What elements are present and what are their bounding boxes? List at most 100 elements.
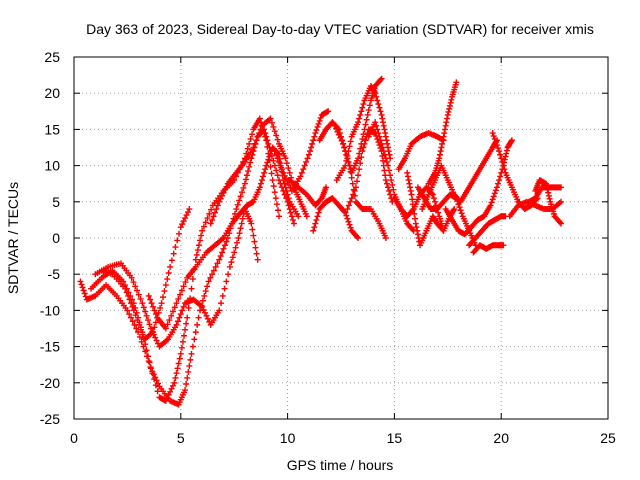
sat-trace-11	[316, 75, 385, 176]
data-point	[188, 350, 195, 357]
data-point	[500, 162, 507, 169]
data-point	[237, 193, 244, 200]
data-point	[288, 213, 295, 220]
data-point	[308, 144, 315, 151]
data-point	[346, 221, 353, 228]
y-tick-label: 20	[44, 85, 60, 101]
data-point	[431, 198, 438, 205]
data-point	[283, 160, 290, 167]
data-point	[489, 196, 496, 203]
data-point	[373, 93, 380, 100]
data-point	[257, 126, 264, 133]
data-point	[247, 159, 254, 166]
sat-trace-14	[365, 119, 417, 234]
data-point	[451, 206, 458, 213]
data-point	[239, 215, 246, 222]
data-point	[169, 382, 176, 389]
data-point	[229, 254, 236, 261]
data-point	[132, 283, 139, 290]
data-point	[384, 162, 391, 169]
data-point	[263, 162, 270, 169]
data-point	[380, 148, 387, 155]
data-point	[355, 119, 362, 126]
data-point	[503, 150, 510, 157]
data-point	[137, 326, 144, 333]
data-point	[204, 283, 211, 290]
data-point	[249, 226, 256, 233]
data-point	[496, 177, 503, 184]
data-point	[176, 355, 183, 362]
data-point	[286, 181, 293, 188]
y-tick-label: -10	[40, 302, 60, 318]
data-point	[411, 210, 418, 217]
data-point	[182, 387, 189, 394]
data-point	[219, 292, 226, 299]
data-point	[184, 374, 191, 381]
data-point	[430, 195, 437, 202]
data-point	[179, 221, 186, 228]
data-point	[184, 314, 191, 321]
data-point	[285, 195, 292, 202]
data-point	[225, 271, 232, 278]
sat-trace-6	[207, 115, 310, 227]
data-point	[501, 166, 508, 173]
data-point	[261, 169, 268, 176]
data-point	[154, 388, 161, 395]
data-point	[212, 263, 219, 270]
data-point	[491, 190, 498, 197]
data-point	[223, 238, 230, 245]
data-point	[176, 314, 183, 321]
x-tick-label: 5	[177, 430, 185, 446]
x-tick-label: 0	[70, 430, 78, 446]
data-point	[360, 131, 367, 138]
data-point	[558, 198, 565, 205]
data-point	[170, 250, 177, 257]
data-point	[133, 325, 140, 332]
sat-trace-7	[271, 108, 332, 194]
data-point	[253, 250, 260, 257]
y-axis-label: SDTVAR / TECUs	[5, 182, 21, 294]
data-point	[200, 306, 207, 313]
data-point	[336, 130, 343, 137]
data-point	[218, 300, 225, 307]
data-point	[359, 148, 366, 155]
data-point	[127, 300, 134, 307]
data-point	[499, 158, 506, 165]
data-point	[298, 169, 305, 176]
data-point	[151, 324, 158, 331]
data-point	[362, 121, 369, 128]
data-point	[219, 249, 226, 256]
data-point	[356, 115, 363, 122]
data-point	[273, 132, 280, 139]
data-point	[257, 180, 264, 187]
data-point	[181, 332, 188, 339]
data-point	[347, 198, 354, 205]
data-point	[178, 287, 185, 294]
data-point	[248, 220, 255, 227]
data-point	[80, 287, 87, 294]
data-point	[128, 274, 135, 281]
data-point	[81, 290, 88, 297]
data-point	[127, 314, 134, 321]
data-point	[379, 115, 386, 122]
data-point	[437, 148, 444, 155]
data-point	[438, 144, 445, 151]
data-point	[502, 153, 509, 160]
data-point	[354, 178, 361, 185]
data-point	[221, 242, 228, 249]
data-point	[167, 388, 174, 395]
data-point	[316, 117, 323, 124]
data-point	[508, 137, 515, 144]
data-point	[349, 180, 356, 187]
data-point	[179, 307, 186, 314]
data-point	[231, 249, 238, 256]
sat-trace-9	[310, 195, 362, 241]
data-point	[189, 276, 196, 283]
data-point	[339, 137, 346, 144]
data-point	[171, 379, 178, 386]
data-point	[267, 115, 274, 122]
data-point	[180, 283, 187, 290]
data-point	[404, 169, 411, 176]
data-point	[161, 288, 168, 295]
data-point	[220, 189, 227, 196]
